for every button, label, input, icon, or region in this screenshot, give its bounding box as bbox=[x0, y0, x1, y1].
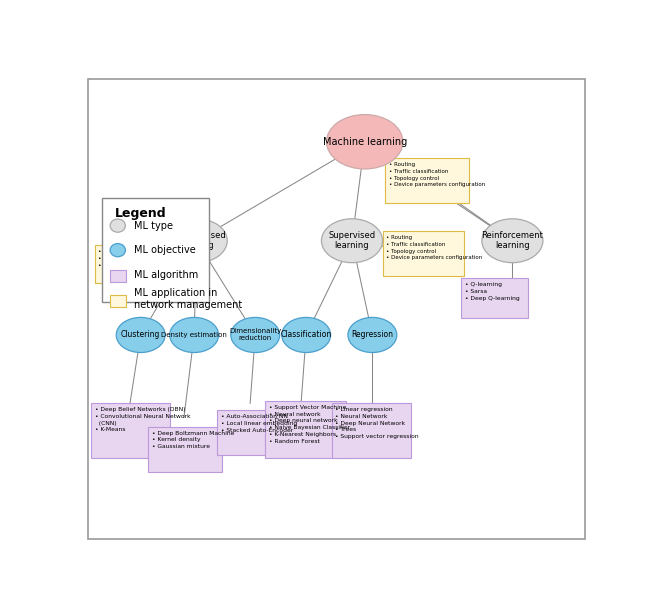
Text: Regression: Regression bbox=[351, 330, 394, 340]
FancyBboxPatch shape bbox=[265, 401, 346, 458]
Ellipse shape bbox=[116, 318, 165, 353]
FancyBboxPatch shape bbox=[102, 198, 210, 302]
FancyBboxPatch shape bbox=[110, 271, 126, 282]
Text: Supervised
learning: Supervised learning bbox=[328, 231, 376, 250]
FancyBboxPatch shape bbox=[217, 411, 291, 455]
Text: Density estimation: Density estimation bbox=[161, 332, 227, 338]
Text: ML application in
network management: ML application in network management bbox=[134, 288, 242, 310]
Text: • Auto-Association NN
• Local linear embedding
• Stacked Auto-Encoder: • Auto-Association NN • Local linear emb… bbox=[221, 414, 297, 433]
Ellipse shape bbox=[170, 318, 219, 353]
FancyBboxPatch shape bbox=[332, 403, 411, 458]
Text: • Q-learning
• Sarsa
• Deep Q-learning: • Q-learning • Sarsa • Deep Q-learning bbox=[465, 282, 520, 301]
FancyBboxPatch shape bbox=[461, 278, 528, 318]
Text: Dimensionality
reduction: Dimensionality reduction bbox=[229, 329, 281, 341]
Text: • Deep Belief Networks (DBN)
• Convolutional Neural Network
  (CNN)
• K-Means: • Deep Belief Networks (DBN) • Convoluti… bbox=[95, 407, 191, 433]
Text: ML algorithm: ML algorithm bbox=[134, 270, 198, 280]
Ellipse shape bbox=[110, 219, 125, 232]
Text: Clustering: Clustering bbox=[121, 330, 160, 340]
Text: Unsupervised
learning: Unsupervised learning bbox=[168, 231, 225, 250]
Text: • Deep Boltzmann Machine
• Kernel density
• Gaussian mixture: • Deep Boltzmann Machine • Kernel densit… bbox=[152, 431, 235, 449]
Text: • Routing
• Traffic classification
• Topology control
• Device parameters config: • Routing • Traffic classification • Top… bbox=[389, 162, 485, 187]
FancyBboxPatch shape bbox=[91, 403, 170, 458]
Ellipse shape bbox=[321, 218, 382, 263]
Ellipse shape bbox=[166, 218, 227, 263]
Text: • Traffic classification
• Routing
• Topology control: • Traffic classification • Routing • Top… bbox=[99, 249, 163, 268]
Text: Legend: Legend bbox=[115, 207, 167, 220]
FancyBboxPatch shape bbox=[110, 295, 126, 307]
Text: ML type: ML type bbox=[134, 221, 173, 231]
FancyBboxPatch shape bbox=[385, 159, 469, 203]
Ellipse shape bbox=[327, 114, 403, 169]
Ellipse shape bbox=[348, 318, 397, 353]
Ellipse shape bbox=[110, 244, 125, 257]
Text: Machine learning: Machine learning bbox=[323, 136, 407, 147]
Text: • Routing
• Traffic classification
• Topology control
• Device parameters config: • Routing • Traffic classification • Top… bbox=[386, 235, 482, 261]
Text: ML objective: ML objective bbox=[134, 245, 196, 255]
Text: Classification: Classification bbox=[281, 330, 332, 340]
Text: • Linear regression
• Neural Network
• Deep Neural Network
• Trees
• Support vec: • Linear regression • Neural Network • D… bbox=[335, 407, 419, 439]
FancyBboxPatch shape bbox=[95, 245, 161, 283]
FancyBboxPatch shape bbox=[148, 427, 222, 472]
FancyBboxPatch shape bbox=[88, 79, 585, 539]
Ellipse shape bbox=[482, 218, 543, 263]
Text: • Support Vector Machine
• Neural network
• Deep neural network
• Naive Bayesian: • Support Vector Machine • Neural networ… bbox=[269, 405, 350, 444]
Text: Reinforcement
learning: Reinforcement learning bbox=[482, 231, 543, 250]
Ellipse shape bbox=[282, 318, 330, 353]
FancyBboxPatch shape bbox=[382, 231, 464, 276]
Ellipse shape bbox=[231, 318, 280, 353]
